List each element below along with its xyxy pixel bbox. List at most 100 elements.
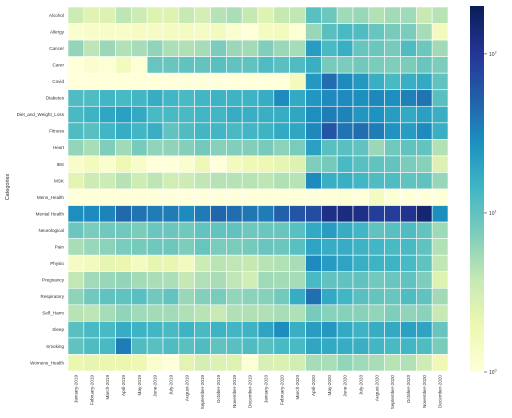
heatmap-cell xyxy=(194,172,211,190)
heatmap-cell xyxy=(431,254,449,273)
heatmap-cell xyxy=(194,238,211,256)
heatmap-cell xyxy=(146,6,164,24)
heatmap-cell xyxy=(67,155,85,173)
column-label: August-2020 xyxy=(374,375,379,401)
heatmap-cell xyxy=(162,89,180,107)
row-label: Self_Harm xyxy=(42,311,64,316)
heatmap-cell xyxy=(368,72,385,91)
heatmap-cell xyxy=(241,105,259,124)
heatmap-cell xyxy=(194,354,211,372)
row-label: Alcohol xyxy=(49,13,64,18)
heatmap-cell xyxy=(384,23,401,41)
heatmap-cell xyxy=(352,172,370,190)
heatmap-cell xyxy=(115,238,132,256)
heatmap-cell xyxy=(368,56,385,74)
heatmap-cell xyxy=(226,205,243,223)
heatmap-cell xyxy=(241,254,259,273)
heatmap-cell xyxy=(162,105,180,124)
heatmap-cell xyxy=(289,172,306,190)
heatmap-cell xyxy=(241,221,259,239)
heatmap-cell xyxy=(416,105,433,124)
heatmap-cell xyxy=(67,89,85,107)
heatmap-cell xyxy=(131,238,148,256)
heatmap-cell xyxy=(273,354,290,372)
heatmap-cell xyxy=(178,89,195,107)
heatmap-cell xyxy=(241,321,259,339)
heatmap-cell xyxy=(178,39,195,57)
heatmap-cell xyxy=(146,56,164,74)
heatmap-cell xyxy=(210,221,227,239)
row-label: Fitness xyxy=(49,129,65,134)
heatmap-cell xyxy=(99,172,116,190)
heatmap-cell xyxy=(146,337,164,355)
colorbar-tick-label: 100 xyxy=(489,369,497,377)
heatmap-cell xyxy=(210,271,227,289)
heatmap-cell xyxy=(400,221,417,239)
heatmap-cell xyxy=(273,337,290,355)
heatmap-cell xyxy=(178,254,195,273)
heatmap-cell xyxy=(289,221,306,239)
heatmap-cell xyxy=(431,205,449,223)
heatmap-cell xyxy=(162,72,180,91)
heatmap-cell xyxy=(352,354,370,372)
heatmap-cell xyxy=(115,23,132,41)
heatmap-cell xyxy=(241,56,259,74)
heatmap-cell xyxy=(273,287,290,306)
heatmap-cell xyxy=(368,238,385,256)
heatmap-cell xyxy=(226,23,243,41)
heatmap-cell xyxy=(336,23,354,41)
heatmap-cell xyxy=(194,254,211,273)
heatmap-cell xyxy=(384,155,401,173)
heatmap-cell xyxy=(162,23,180,41)
heatmap-cell xyxy=(400,337,417,355)
heatmap-cell xyxy=(162,205,180,223)
heatmap-cell xyxy=(178,287,195,306)
heatmap-cell xyxy=(99,6,116,24)
heatmap-cell xyxy=(273,254,290,273)
heatmap-cell xyxy=(83,122,100,140)
heatmap-cell xyxy=(146,39,164,57)
heatmap-cell xyxy=(416,205,433,223)
heatmap-cell xyxy=(416,221,433,239)
heatmap-cell xyxy=(321,139,338,157)
heatmap-cell xyxy=(321,321,338,339)
heatmap-cell xyxy=(384,72,401,91)
heatmap-cell xyxy=(352,254,370,273)
heatmap-cell xyxy=(210,72,227,91)
heatmap-cell xyxy=(67,221,85,239)
heatmap-cell xyxy=(305,155,322,173)
heatmap-cell xyxy=(305,354,322,372)
heatmap-cell xyxy=(352,321,370,339)
heatmap-cell xyxy=(162,271,180,289)
heatmap-cell xyxy=(131,254,148,273)
heatmap-cell xyxy=(115,72,132,91)
heatmap-cell xyxy=(305,105,322,124)
row-label: Carer xyxy=(53,63,65,68)
heatmap-cell xyxy=(289,337,306,355)
heatmap-cell xyxy=(336,172,354,190)
heatmap-cell xyxy=(289,39,306,57)
heatmap-cell xyxy=(368,321,385,339)
heatmap-cell xyxy=(289,155,306,173)
heatmap-cell xyxy=(131,56,148,74)
heatmap-cell xyxy=(352,23,370,41)
colorbar: 100 101 102 xyxy=(470,6,497,376)
heatmap-cell xyxy=(431,287,449,306)
heatmap-cell xyxy=(99,39,116,57)
heatmap-cell xyxy=(162,304,180,322)
heatmap-cell xyxy=(400,271,417,289)
heatmap-cell xyxy=(416,6,433,24)
row-label: Diabetes xyxy=(46,96,65,101)
row-label: Allergy xyxy=(50,29,65,34)
heatmap-cell xyxy=(273,56,290,74)
heatmap-cell xyxy=(146,172,164,190)
heatmap-cell xyxy=(400,172,417,190)
heatmap-cell xyxy=(83,39,100,57)
column-label: October-2020 xyxy=(406,375,411,404)
heatmap-cell xyxy=(131,172,148,190)
heatmap-cell xyxy=(83,139,100,157)
heatmap-cell xyxy=(131,321,148,339)
heatmap-cell xyxy=(178,122,195,140)
heatmap-cell xyxy=(131,205,148,223)
heatmap-cell xyxy=(289,205,306,223)
